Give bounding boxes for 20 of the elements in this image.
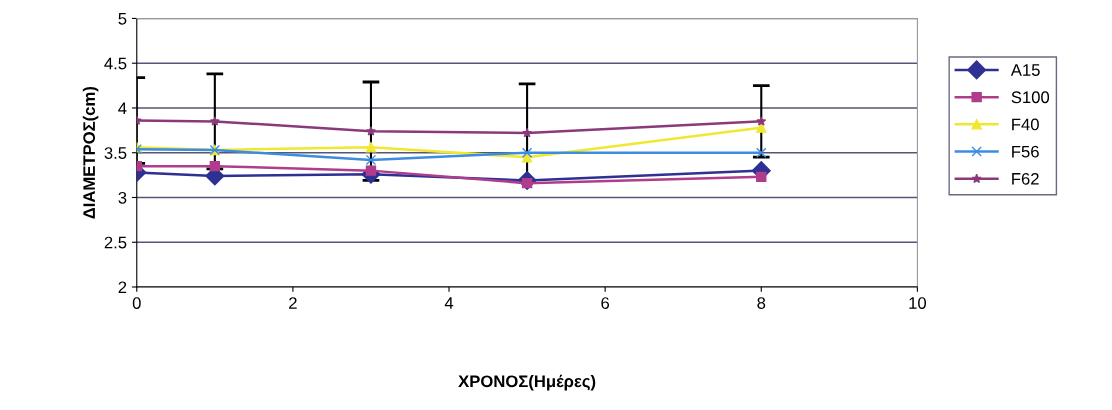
y-tick-label: 2.5 (104, 236, 127, 249)
x-axis-title: ΧΡΟΝΟΣ(Ημέρες) (458, 374, 596, 391)
y-tick-label: 3.5 (104, 147, 127, 159)
x-tick-label: 2 (289, 297, 297, 309)
legend-label: A15 (1010, 64, 1040, 76)
legend-label: S100 (1011, 91, 1050, 104)
x-tick-label: 0 (132, 297, 141, 309)
x-tick-label: 8 (757, 297, 766, 309)
legend-label: F62 (1012, 172, 1039, 185)
y-tick-label: 3 (118, 191, 127, 204)
x-tick-label: 4 (444, 297, 454, 309)
y-tick-label: 4.5 (104, 57, 127, 70)
y-tick-label: 2 (118, 281, 127, 294)
x-tick-label: 10 (909, 297, 927, 309)
x-tick-label: 6 (601, 297, 610, 309)
y-axis-title: ΔΙΑΜΕΤΡΟΣ(cm) (82, 87, 99, 219)
legend-label: F40 (1012, 118, 1039, 131)
y-tick-label: 5 (118, 13, 127, 25)
y-tick-label: 4 (118, 102, 127, 115)
legend-label: F56 (1012, 145, 1039, 158)
